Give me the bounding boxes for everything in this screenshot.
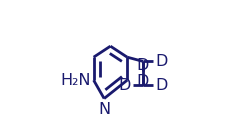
Text: N: N (98, 102, 111, 117)
Text: D: D (155, 54, 168, 69)
Text: H₂N: H₂N (60, 73, 91, 88)
Text: D: D (155, 78, 168, 93)
Text: D: D (118, 78, 130, 93)
Text: D: D (137, 58, 149, 73)
Text: D: D (137, 74, 149, 89)
